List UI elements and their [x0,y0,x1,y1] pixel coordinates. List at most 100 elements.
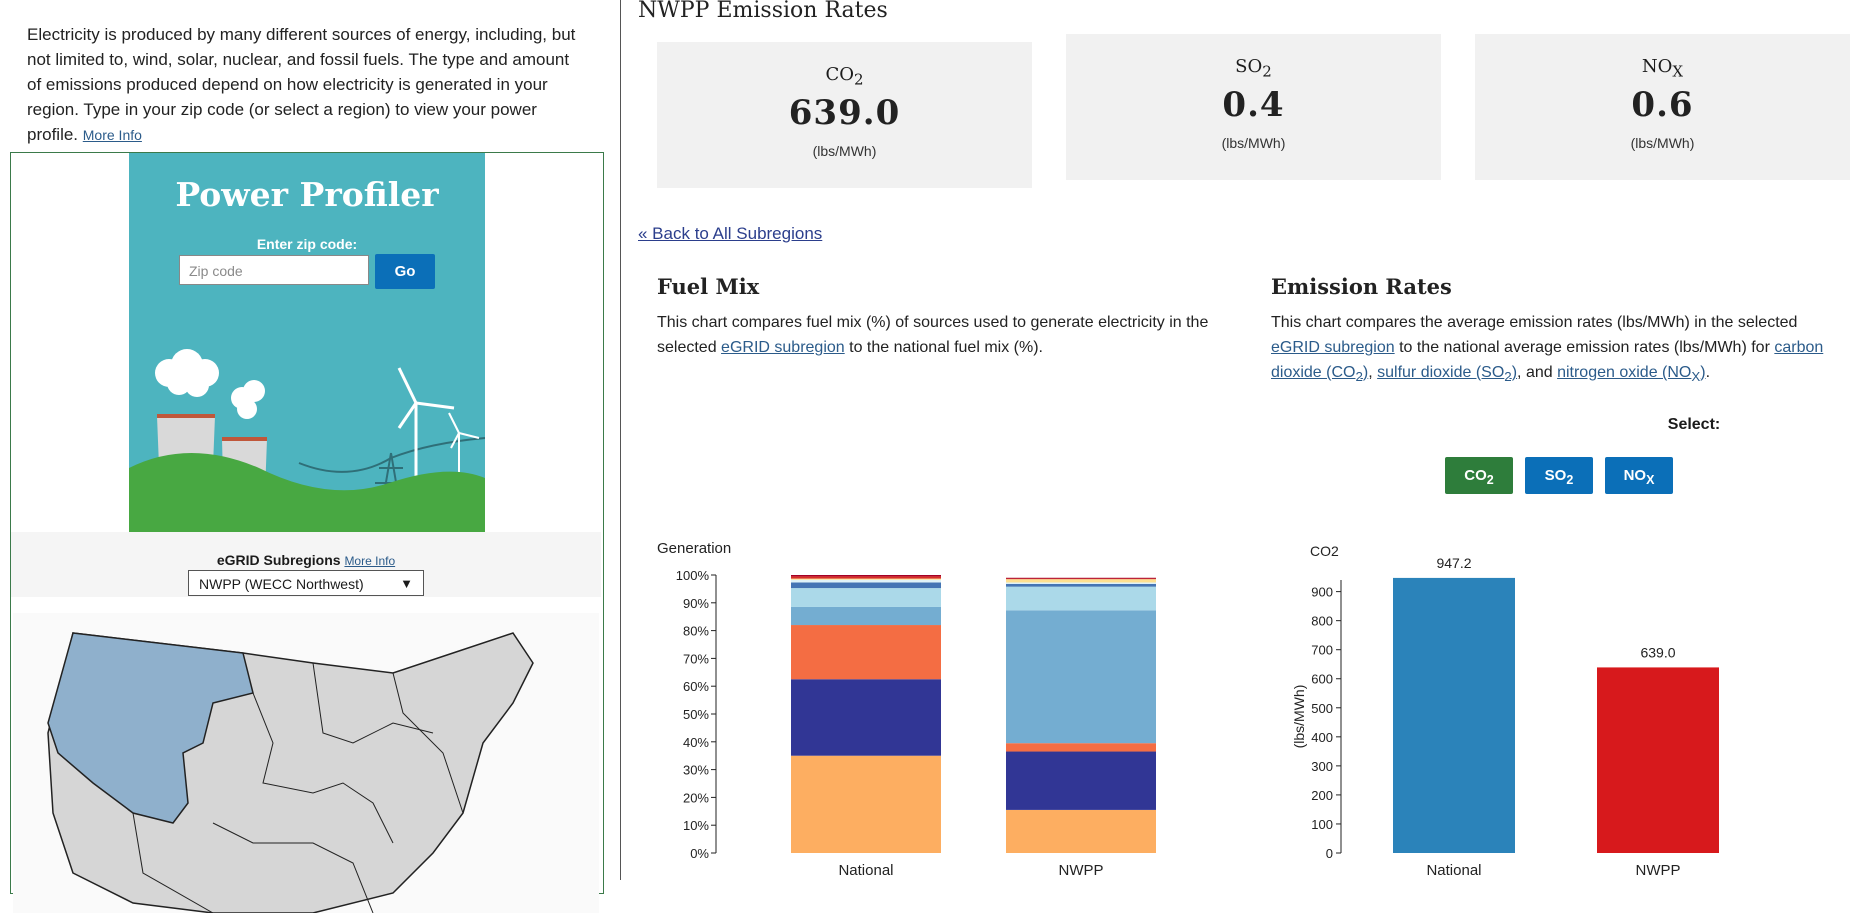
emission-chart-tick-label: 0 [1326,846,1333,861]
emission-chart-tick-label: 600 [1311,672,1333,687]
fuel-mix-text-end: to the national fuel mix (%). [844,339,1043,356]
co2-card-unit: (lbs/MWh) [812,142,877,159]
subregion-dropdown-value: NWPP (WECC Northwest) [199,576,364,592]
nox-link[interactable]: nitrogen oxide (NOX) [1557,364,1706,385]
us-map-illustration[interactable] [13,613,599,914]
fuel-mix-bar-segment [1006,583,1156,587]
fuel-mix-bar-segment [791,679,941,756]
fuel-mix-bar-segment [1006,610,1156,744]
emission-chart-tick-label: 200 [1311,788,1333,803]
intro-more-info-link[interactable]: More Info [82,127,142,143]
fuel-mix-bar-segment [1006,743,1156,752]
zip-label: Enter zip code: [256,236,358,252]
fuel-mix-tick-label: 80% [683,624,709,639]
fuel-mix-bar-segment [791,606,941,626]
subregion-dropdown[interactable]: NWPP (WECC Northwest) ▼ [188,570,424,596]
fuel-mix-bar-segment [791,625,941,680]
fuel-mix-egrid-link[interactable]: eGRID subregion [721,339,845,356]
fuel-mix-tick-label: 60% [683,679,709,694]
smoke-icon [155,349,265,419]
emission-chart-ylabel: (lbs/MWh) [1291,685,1307,749]
emission-chart-value-label: 947.2 [1436,555,1471,571]
fuel-mix-tick-label: 40% [683,735,709,750]
right-panel: NWPP Emission Rates CO2 639.0 (lbs/MWh) … [621,0,1850,880]
emission-comma: , [1368,364,1378,381]
fuel-mix-bar-segment [1006,578,1156,580]
power-profiler-hero: Power Profiler Enter zip code: Zip code … [129,153,485,532]
emission-egrid-link[interactable]: eGRID subregion [1271,339,1395,356]
fuel-mix-tick-label: 100% [676,568,710,583]
emission-rates-title: NWPP Emission Rates [638,0,888,23]
back-to-subregions-link[interactable]: « Back to All Subregions [638,224,823,243]
fuel-mix-tick-label: 20% [683,790,709,805]
emission-rates-heading: Emission Rates [1271,274,1452,299]
emission-chart-tick-label: 100 [1311,817,1333,832]
power-plant-illustration [129,349,485,532]
subregions-more-info-link[interactable]: More Info [344,554,396,568]
fuel-mix-bar-segment [1006,751,1156,810]
so2-card-value: 0.4 [1222,84,1285,125]
fuel-mix-tick-label: 10% [683,818,709,833]
subregions-label-text: eGRID Subregions [216,552,341,568]
co2-card-value: 639.0 [788,92,901,133]
so2-link[interactable]: sulfur dioxide (SO2) [1377,364,1518,385]
power-profiler-title: Power Profiler [175,175,439,214]
fuel-mix-description: This chart compares fuel mix (%) of sour… [657,310,1237,360]
fuel-mix-text: This chart compares fuel mix (%) of sour… [657,314,1209,356]
fuel-mix-tick-label: 70% [683,651,709,666]
fuel-mix-tick-label: 30% [683,763,709,778]
fuel-mix-bar-segment [791,582,941,589]
nox-card-value: 0.6 [1631,84,1694,125]
subregions-label: eGRID Subregions More Info [11,552,601,568]
fuel-mix-bar-segment [1006,577,1156,579]
emission-chart-title: CO2 [1310,543,1339,559]
intro-text: Electricity is produced by many differen… [27,22,587,148]
fuel-mix-tick-label: 50% [683,707,709,722]
fuel-mix-bar-segment [1006,582,1156,584]
zip-input[interactable]: Zip code [179,255,369,285]
so2-card-name: SO2 [1235,56,1272,81]
fuel-mix-bar-segment [791,578,941,580]
emission-period: . [1705,364,1711,381]
fuel-mix-heading: Fuel Mix [657,274,760,299]
emission-rates-description: This chart compares the average emission… [1271,310,1841,389]
fuel-mix-category-label: National [838,862,893,879]
fuel-mix-tick-label: 90% [683,596,709,611]
emission-rate-chart: CO2 (lbs/MWh) 0 100 200 300 400 500 600 700 800 900… [1291,543,1719,879]
fuel-mix-bar-segment [791,575,941,577]
fuel-mix-tick-label: 0% [690,846,709,861]
go-button[interactable]: Go [375,254,435,289]
emission-chart-bar [1597,667,1719,853]
pollutant-select-label: Select: [1667,416,1721,433]
so2-card-unit: (lbs/MWh) [1221,134,1286,151]
nox-card-unit: (lbs/MWh) [1630,134,1695,151]
wind-turbine-icon [397,367,480,498]
fuel-mix-category-label: NWPP [1059,862,1104,879]
nox-rate-card: NOX 0.6 (lbs/MWh) [1475,34,1850,180]
fuel-mix-bar-segment [791,576,941,579]
co2-link[interactable]: carbon dioxide (CO2) [1271,339,1824,385]
fuel-mix-bar-segment [791,755,941,853]
nox-card-name: NOX [1641,56,1684,81]
emission-text-1: This chart compares the average emission… [1271,314,1798,331]
emission-and: , and [1517,364,1558,381]
fuel-mix-chart: Generation 0% 10% 20% 30% 40% 50% 60% 70% 80% 90% 1… [657,540,1156,879]
emission-chart-tick-label: 500 [1311,701,1333,716]
fuel-mix-bar-segment [791,588,941,607]
emission-chart-bar [1393,577,1515,853]
hills-illustration [129,453,485,532]
fuel-mix-ylabel: Generation [657,540,731,557]
nox-select-button[interactable]: NOX [1605,457,1673,494]
co2-select-button[interactable]: CO2 [1445,457,1513,494]
emission-chart-tick-label: 700 [1311,643,1333,658]
so2-rate-card: SO2 0.4 (lbs/MWh) [1066,34,1441,180]
fuel-mix-bar-segment [1006,809,1156,853]
subregion-map[interactable] [13,613,599,914]
emission-chart-tick-label: 800 [1311,614,1333,629]
co2-rate-card: CO2 639.0 (lbs/MWh) [657,42,1032,188]
so2-select-button[interactable]: SO2 [1525,457,1593,494]
fuel-mix-bar-segment [791,579,941,583]
emission-text-2: to the national average emission rates (… [1394,339,1775,356]
chevron-down-icon: ▼ [400,576,413,591]
intro-paragraph: Electricity is produced by many differen… [27,25,576,144]
